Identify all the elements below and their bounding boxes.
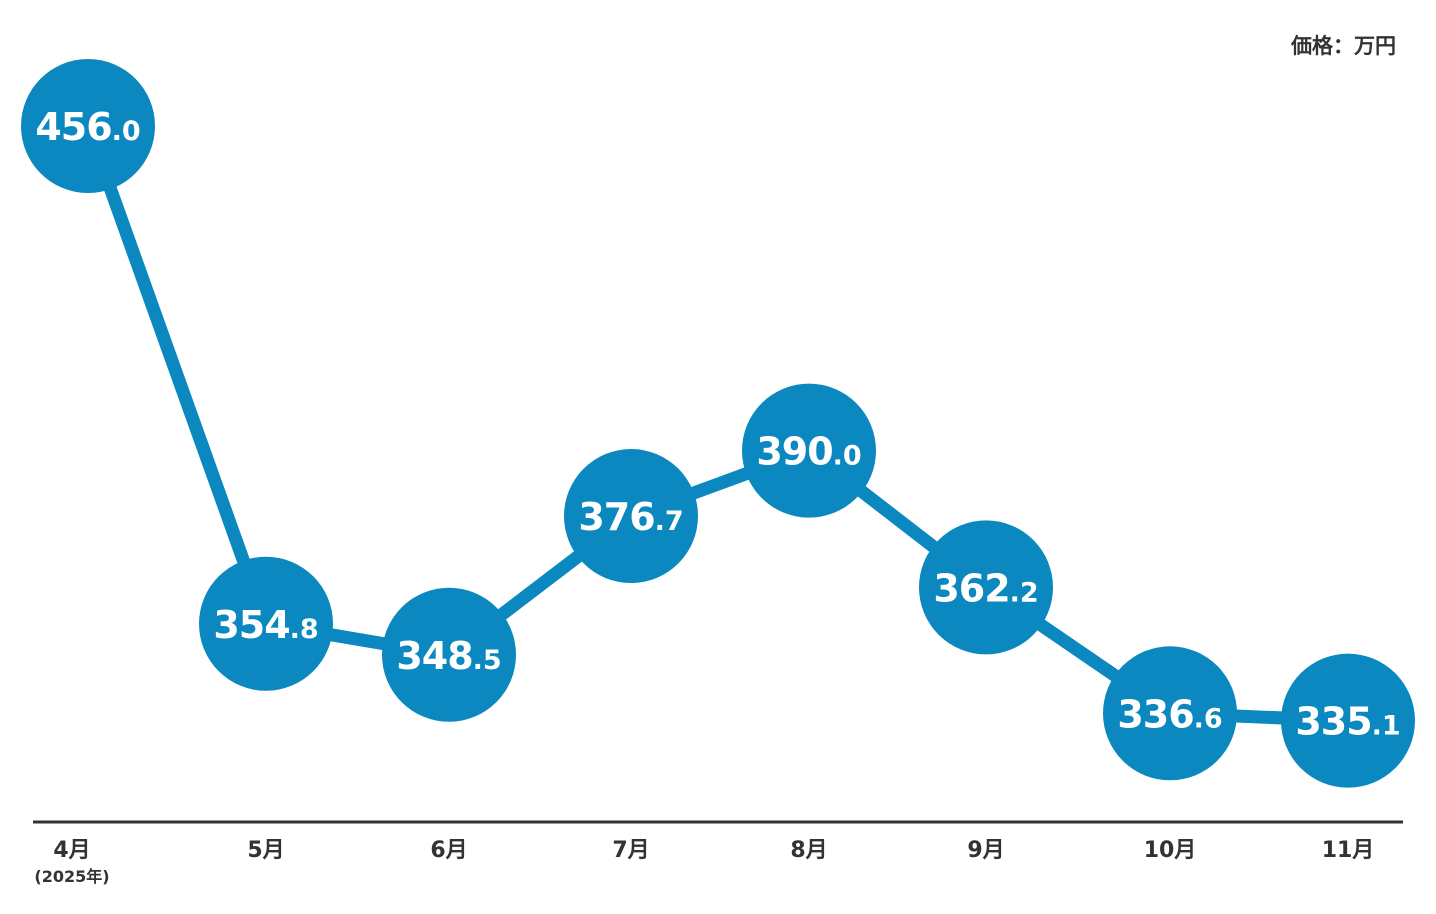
x-tick-label: 4月: [53, 838, 90, 863]
data-point: 354.8: [199, 556, 333, 691]
data-point-circle: [382, 587, 516, 722]
data-label: 362.2: [933, 566, 1038, 610]
data-point: 362.2: [919, 520, 1053, 655]
data-point-circle: [742, 383, 876, 518]
x-tick-label: 10月: [1144, 838, 1197, 863]
data-label: 354.8: [213, 603, 318, 647]
data-point-circle: [199, 556, 333, 691]
x-tick-label: 7月: [612, 838, 649, 863]
data-point: 335.1: [1281, 653, 1415, 788]
x-tick-label: 8月: [790, 838, 827, 863]
x-tick-sublabel: (2025年): [34, 867, 109, 886]
data-label: 336.6: [1117, 692, 1222, 736]
x-tick-label: 5月: [247, 838, 284, 863]
data-point-circle: [564, 449, 698, 584]
unit-label: 価格：万円: [1291, 34, 1396, 58]
data-point-circle: [1281, 653, 1415, 788]
data-label: 456.0: [35, 105, 140, 149]
data-point-circle: [919, 520, 1053, 655]
points-layer: 456.0 354.8 348.5 376.7 390.0 362.2 336.6 335.1: [21, 59, 1415, 788]
data-point: 348.5: [382, 587, 516, 722]
data-point: 376.7: [564, 449, 698, 584]
data-label: 376.7: [578, 495, 683, 539]
data-point-circle: [1103, 646, 1237, 781]
data-label: 348.5: [396, 634, 501, 678]
data-point: 390.0: [742, 383, 876, 518]
x-tick-label: 9月: [967, 838, 1004, 863]
data-label: 335.1: [1295, 700, 1400, 744]
x-tick-label: 6月: [430, 838, 467, 863]
x-tick-label: 11月: [1322, 838, 1375, 863]
data-point: 456.0: [21, 59, 155, 193]
x-ticks-layer: 4月 (2025年) 5月 6月 7月 8月 9月 10月 11月: [34, 838, 1374, 886]
data-point: 336.6: [1103, 646, 1237, 781]
data-point-circle: [21, 59, 155, 193]
data-label: 390.0: [756, 430, 861, 474]
